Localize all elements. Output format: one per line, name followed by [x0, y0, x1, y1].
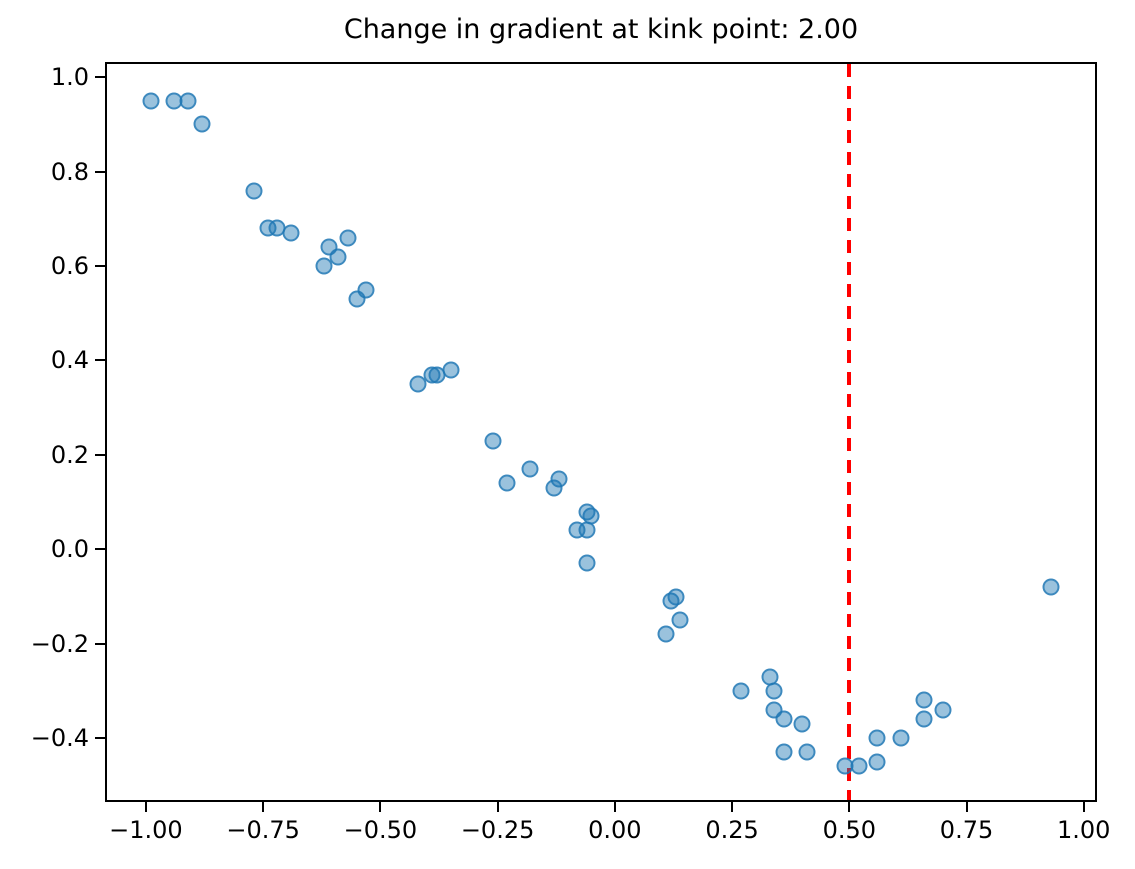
x-axis-tick-label: −0.50: [343, 816, 418, 844]
x-axis-tick-label: 1.00: [1057, 816, 1111, 844]
x-axis-tick-label: 0.00: [588, 816, 642, 844]
y-axis-tick-label: 0.8: [50, 157, 89, 186]
chart-title: Change in gradient at kink point: 2.00: [343, 14, 859, 45]
x-axis-tick-label: −0.75: [226, 816, 300, 844]
x-axis-tick-label: 0.25: [705, 816, 759, 844]
scatter-point: [793, 715, 811, 733]
x-axis-tick: [965, 802, 968, 812]
x-axis-tick-label: −0.25: [460, 816, 535, 844]
x-axis-tick: [848, 802, 851, 812]
x-axis-tick: [496, 802, 499, 812]
scatter-point: [1042, 578, 1060, 596]
scatter-point: [409, 375, 427, 393]
scatter-point: [282, 224, 300, 242]
x-axis-tick-label: 0.50: [822, 816, 876, 844]
scatter-point: [775, 710, 793, 728]
y-axis-tick: [95, 76, 105, 79]
scatter-point: [498, 474, 516, 492]
x-axis-tick: [1082, 802, 1085, 812]
scatter-point: [545, 479, 563, 497]
scatter-point: [193, 115, 211, 133]
scatter-point: [578, 554, 596, 572]
x-axis-tick: [613, 802, 616, 812]
plot-area: −1.00 −0.75 −0.50 −0.25 0.00 0.25 0.50 0.75 1.00…: [31, 62, 1110, 844]
scatter-point: [868, 753, 886, 771]
y-axis-tick: [95, 737, 105, 740]
y-axis-tick: [95, 548, 105, 551]
scatter-point: [339, 229, 357, 247]
x-axis-tick-label: 0.75: [939, 816, 994, 844]
y-axis-tick: [95, 642, 105, 645]
scatter-point: [484, 432, 502, 450]
y-axis-tick-label: 0.4: [50, 346, 89, 375]
x-axis-tick: [262, 802, 265, 812]
y-axis-tick-label: −0.4: [30, 724, 89, 753]
x-axis-tick-label: −1.00: [109, 816, 183, 844]
kink-vline: [847, 64, 852, 800]
y-axis-tick: [95, 359, 105, 362]
scatter-point: [245, 182, 263, 200]
y-axis-tick: [95, 265, 105, 268]
scatter-point: [868, 729, 886, 747]
y-axis-tick: [95, 170, 105, 173]
scatter-point: [521, 460, 539, 478]
x-axis-tick: [144, 802, 147, 812]
scatter-point: [142, 92, 160, 110]
y-axis-tick-label: −0.2: [30, 629, 89, 658]
y-axis-tick-label: 0.2: [50, 440, 89, 469]
x-axis-tick: [379, 802, 382, 812]
scatter-point: [329, 248, 347, 266]
scatter-point: [732, 682, 750, 700]
y-axis-tick: [95, 453, 105, 456]
scatter-point: [578, 521, 596, 539]
scatter-point: [915, 691, 933, 709]
y-axis-tick-label: 1.0: [50, 63, 89, 92]
scatter-point: [315, 257, 333, 275]
scatter-point: [179, 92, 197, 110]
scatter-point: [348, 290, 366, 308]
scatter-point: [657, 625, 675, 643]
scatter-point: [775, 743, 793, 761]
scatter-point: [850, 757, 868, 775]
scatter-point: [667, 588, 685, 606]
y-axis-tick-label: 0.6: [50, 252, 89, 281]
scatter-point: [915, 710, 933, 728]
scatter-point: [671, 611, 689, 629]
scatter-point: [892, 729, 910, 747]
scatter-point: [765, 682, 783, 700]
scatter-point: [442, 361, 460, 379]
y-axis-tick-label: 0.0: [50, 535, 89, 564]
scatter-point: [798, 743, 816, 761]
x-axis-tick: [731, 802, 734, 812]
scatter-point: [934, 701, 952, 719]
